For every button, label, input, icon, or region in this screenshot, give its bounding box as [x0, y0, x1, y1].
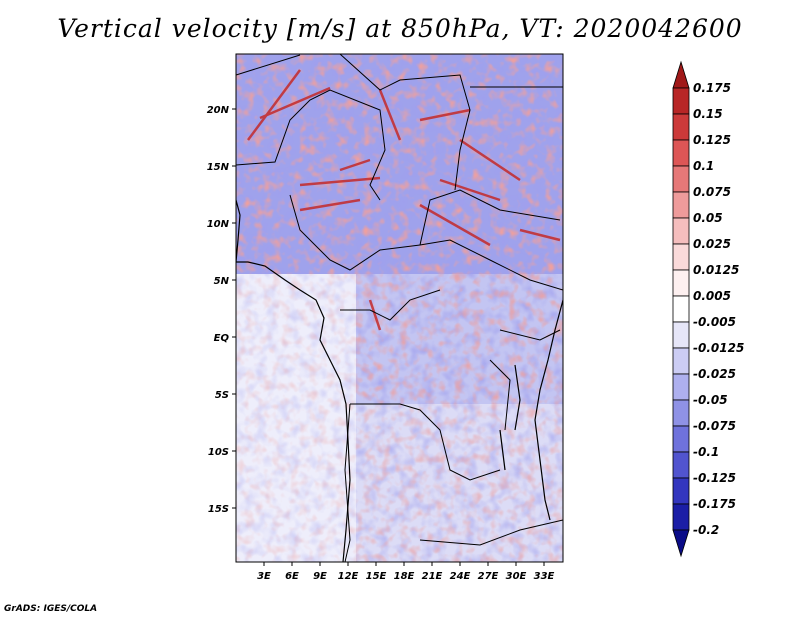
- colorbar-segment: [672, 295, 690, 323]
- colorbar-label: 0.05: [693, 211, 723, 225]
- lon-label: 6E: [285, 571, 299, 582]
- footer-credit: GrADS: IGES/COLA: [4, 604, 98, 614]
- colorbar-label: -0.005: [693, 315, 736, 329]
- lat-label: 15S: [208, 504, 229, 515]
- colorbar-label: -0.0125: [693, 341, 744, 355]
- lon-label: 24E: [450, 571, 471, 582]
- colorbar-segment: [672, 529, 690, 558]
- lon-label: 18E: [394, 571, 415, 582]
- colorbar-label: 0.0125: [693, 263, 739, 277]
- colorbar-segment: [672, 321, 690, 349]
- lat-label: 5S: [215, 390, 229, 401]
- colorbar-label: -0.175: [693, 497, 736, 511]
- colorbar-segment: [672, 60, 690, 89]
- lat-label: 10S: [208, 447, 229, 458]
- lon-label: 12E: [338, 571, 359, 582]
- lon-label: 27E: [478, 571, 499, 582]
- colorbar-segment: [672, 243, 690, 271]
- lat-label: 15N: [207, 162, 230, 173]
- colorbar-segment: [672, 139, 690, 167]
- colorbar-segment: [672, 399, 690, 427]
- lat-label: EQ: [214, 333, 230, 344]
- colorbar-label: 0.1: [693, 159, 714, 173]
- lon-label: 15E: [366, 571, 387, 582]
- lon-label: 30E: [506, 571, 527, 582]
- colorbar-segment: [672, 191, 690, 219]
- colorbar-label: 0.175: [693, 81, 731, 95]
- lon-label: 9E: [313, 571, 327, 582]
- lon-label: 3E: [257, 571, 271, 582]
- colorbar-label: 0.125: [693, 133, 731, 147]
- colorbar-label: -0.025: [693, 367, 736, 381]
- colorbar-label: 0.005: [693, 289, 731, 303]
- colorbar-segment: [672, 165, 690, 193]
- colorbar-label: -0.1: [693, 445, 719, 459]
- lat-label: 5N: [214, 276, 230, 287]
- colorbar-segment: [672, 217, 690, 245]
- lon-axis: 3E 6E 9E 12E 15E 18E 21E 24E 27E 30E 33E: [257, 562, 555, 582]
- lon-label: 21E: [422, 571, 443, 582]
- lat-axis: 20N 15N 10N 5N EQ 5S 10S 15S: [207, 105, 236, 515]
- colorbar-label: -0.075: [693, 419, 736, 433]
- colorbar-label: 0.025: [693, 237, 731, 251]
- colorbar-segment: [672, 477, 690, 505]
- colorbar-label: -0.125: [693, 471, 736, 485]
- colorbar-label: 0.15: [693, 107, 723, 121]
- colorbar-segment: [672, 451, 690, 479]
- colorbar-label: -0.05: [693, 393, 728, 407]
- colorbar-segment: [672, 503, 690, 531]
- colorbar-segment: [672, 347, 690, 375]
- colorbar-label: 0.075: [693, 185, 731, 199]
- colorbar-segment: [672, 87, 690, 115]
- colorbar-segment: [672, 113, 690, 141]
- chart-title: Vertical velocity [m/s] at 850hPa, VT: 2…: [57, 14, 743, 43]
- colorbar-segment: [672, 269, 690, 297]
- lon-label: 33E: [534, 571, 555, 582]
- colorbar-segment: [672, 425, 690, 453]
- map-frame: [235, 53, 564, 563]
- velocity-field: [236, 54, 563, 562]
- colorbar: 0.175 0.15 0.125 0.1 0.075 0.05 0.025 0.0125 0.0…: [672, 60, 744, 558]
- colorbar-label: -0.2: [693, 523, 719, 537]
- colorbar-segment: [672, 373, 690, 401]
- lat-label: 20N: [207, 105, 230, 116]
- lat-label: 10N: [207, 219, 230, 230]
